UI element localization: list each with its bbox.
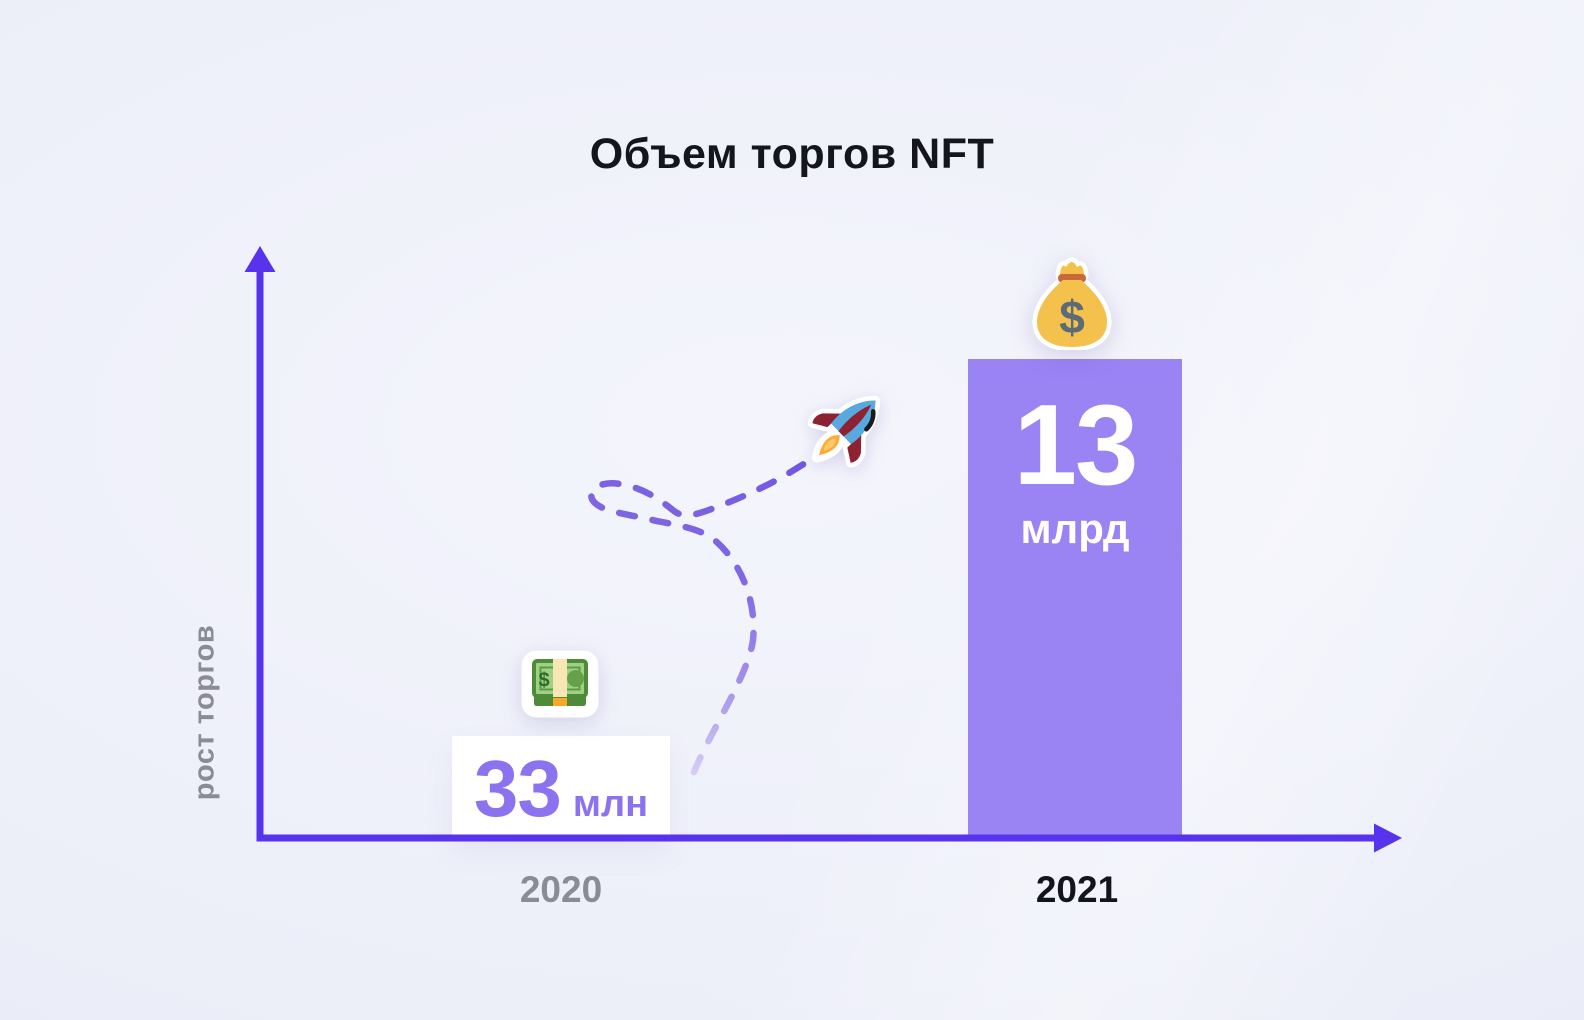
value-2020-unit: млн <box>572 783 649 825</box>
money-bag-icon: $ <box>1032 257 1112 350</box>
chart-title: Объем торгов NFT <box>589 130 995 178</box>
rocket-icon <box>807 395 881 468</box>
x-axis-arrow-icon <box>1374 823 1402 853</box>
y-axis-label: рост торгов <box>188 624 221 801</box>
bar-2020: 33 млн <box>452 736 670 841</box>
value-2021-number: 13 <box>1013 382 1139 509</box>
banknote-dollar-glyph: $ <box>538 670 549 692</box>
value-2020-number: 33 <box>473 744 562 833</box>
x-tick-2021: 2021 <box>1035 869 1119 910</box>
y-axis-arrow-icon <box>244 246 276 272</box>
rocket-trail-path <box>588 438 842 776</box>
bar-2021: 13 млрд <box>968 359 1182 841</box>
banknote-icon: $ <box>521 650 599 718</box>
x-tick-2020: 2020 <box>519 869 603 910</box>
money-bag-dollar-glyph: $ <box>1059 291 1085 343</box>
value-2021-unit: млрд <box>1020 505 1130 552</box>
